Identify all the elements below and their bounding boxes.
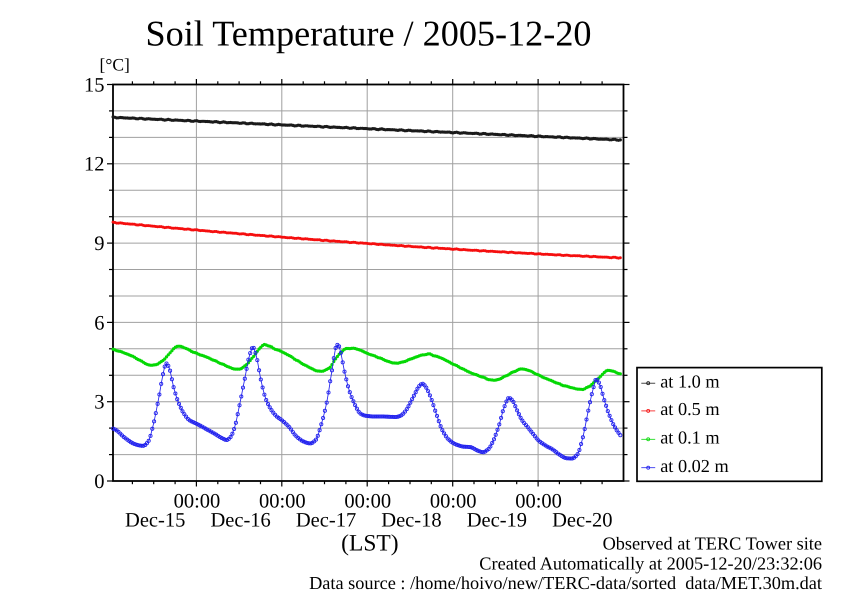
svg-text:Observed at TERC Tower site: Observed at TERC Tower site — [603, 533, 822, 553]
svg-text:Soil Temperature / 2005-12-20: Soil Temperature / 2005-12-20 — [145, 14, 591, 54]
svg-text:00:00: 00:00 — [515, 491, 562, 513]
svg-text:Created Automatically at 2005-: Created Automatically at 2005-12-20/23:3… — [479, 553, 822, 573]
svg-text:00:00: 00:00 — [259, 491, 306, 513]
svg-text:at 0.02 m: at 0.02 m — [660, 456, 729, 476]
svg-text:Dec-17: Dec-17 — [296, 510, 356, 532]
svg-text:12: 12 — [84, 154, 105, 176]
svg-text:00:00: 00:00 — [174, 491, 221, 513]
svg-text:9: 9 — [94, 233, 104, 255]
svg-text:6: 6 — [94, 312, 104, 334]
svg-text:at 0.5 m: at 0.5 m — [660, 399, 719, 419]
svg-text:Dec-19: Dec-19 — [467, 510, 527, 532]
svg-text:at 1.0 m: at 1.0 m — [660, 371, 719, 391]
svg-text:Data source : /home/hoivo/new/: Data source : /home/hoivo/new/TERC-data/… — [309, 573, 822, 593]
svg-text:Dec-18: Dec-18 — [381, 510, 441, 532]
svg-text:00:00: 00:00 — [344, 491, 391, 513]
svg-text:0: 0 — [94, 471, 104, 493]
svg-text:Dec-15: Dec-15 — [125, 510, 185, 532]
svg-text:Dec-20: Dec-20 — [552, 510, 612, 532]
svg-text:00:00: 00:00 — [430, 491, 477, 513]
svg-text:at 0.1 m: at 0.1 m — [660, 428, 719, 448]
svg-text:[°C]: [°C] — [100, 55, 130, 75]
svg-text:Dec-16: Dec-16 — [210, 510, 270, 532]
svg-text:15: 15 — [84, 74, 105, 96]
svg-text:(LST): (LST) — [341, 531, 398, 557]
svg-text:3: 3 — [94, 392, 104, 414]
